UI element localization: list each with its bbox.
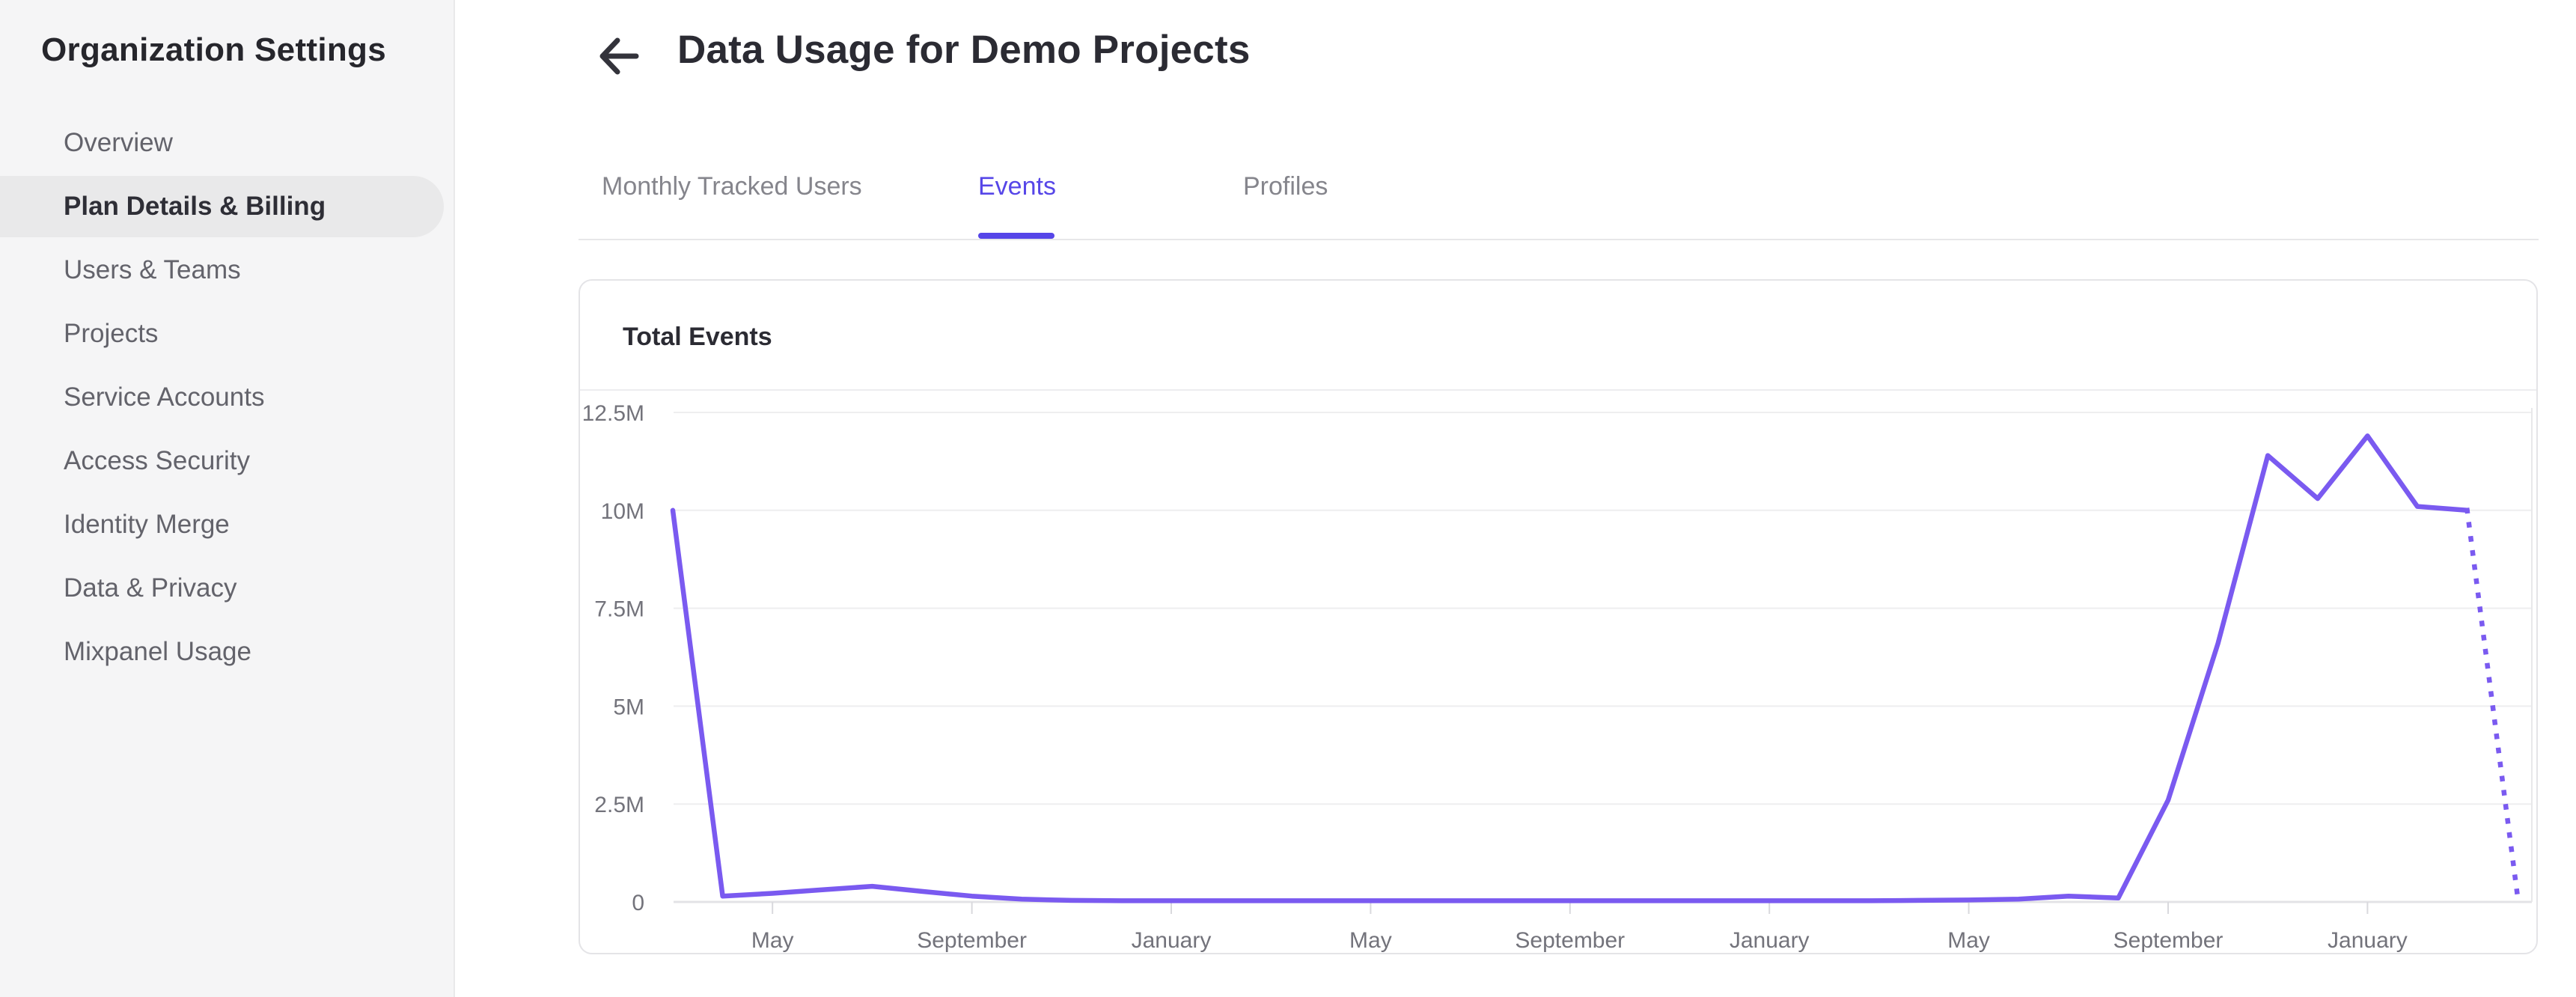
card-header-divider [580, 389, 2536, 391]
x-axis-label: May [751, 928, 794, 953]
sidebar-item-identity-merge[interactable]: Identity Merge [64, 510, 230, 539]
x-axis-label: September [917, 928, 1027, 953]
sidebar: Organization Settings Overview Plan Detai… [0, 0, 455, 997]
events-line [670, 433, 2470, 903]
tabs-divider [579, 239, 2539, 240]
y-axis-label: 2.5M [594, 793, 644, 817]
card-title: Total Events [623, 323, 772, 351]
x-axis-label: January [1730, 928, 1810, 953]
y-axis-label: 7.5M [594, 597, 644, 622]
sidebar-item-service-accounts[interactable]: Service Accounts [64, 382, 265, 412]
y-axis-label: 0 [632, 891, 644, 915]
y-axis-label: 5M [613, 695, 644, 719]
x-axis-label: September [1515, 928, 1625, 953]
sidebar-title: Organization Settings [41, 31, 386, 68]
sidebar-nav: Overview Plan Details & Billing Users & Te… [0, 112, 455, 685]
x-axis-label: September [2113, 928, 2224, 953]
active-tab-underline [978, 233, 1054, 239]
sidebar-item-data-and-privacy[interactable]: Data & Privacy [64, 573, 237, 603]
x-axis-label: January [2328, 928, 2408, 953]
events-line-projected [2464, 507, 2520, 895]
back-button[interactable] [596, 33, 642, 79]
tab-events[interactable]: Events [978, 172, 1056, 201]
sidebar-item-projects[interactable]: Projects [64, 319, 159, 348]
x-axis-label: May [1947, 928, 1990, 953]
page-title: Data Usage for Demo Projects [677, 28, 1251, 72]
y-axis-label: 12.5M [582, 401, 644, 426]
sidebar-item-users-and-teams[interactable]: Users & Teams [64, 255, 241, 284]
x-axis-label: January [1132, 928, 1212, 953]
total-events-card: Total Events 0 2.5M 5M 7.5M 10M 12.5M May Septe… [579, 279, 2538, 954]
tab-profiles[interactable]: Profiles [1243, 172, 1328, 201]
arrow-left-icon [599, 37, 639, 75]
x-axis-label: May [1349, 928, 1392, 953]
sidebar-item-plan-details-and-billing[interactable]: Plan Details & Billing [0, 176, 444, 237]
y-axis-label: 10M [601, 499, 644, 524]
sidebar-item-access-security[interactable]: Access Security [64, 446, 250, 475]
tab-monthly-tracked-users[interactable]: Monthly Tracked Users [602, 172, 862, 201]
total-events-chart: 0 2.5M 5M 7.5M 10M 12.5M May September January Ma… [582, 401, 2533, 953]
sidebar-item-overview[interactable]: Overview [64, 128, 173, 157]
sidebar-item-mixpanel-usage[interactable]: Mixpanel Usage [64, 637, 251, 666]
